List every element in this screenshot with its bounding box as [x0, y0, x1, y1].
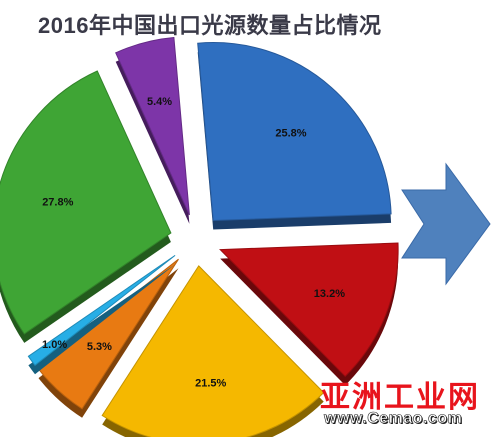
right-arrow-icon [401, 162, 491, 286]
pie-slice-side-1-0 [28, 264, 176, 375]
pie-label-27-8: 27.8% [42, 197, 73, 209]
watermark-url: www.Cemao.com [324, 410, 463, 428]
chart-title: 2016年中国出口光源数量占比情况 [38, 13, 382, 38]
pie-slice-27-8 [0, 70, 172, 335]
pie-label-13-2: 13.2% [314, 288, 345, 300]
pie-slice-1-0 [27, 254, 176, 367]
pie-label-25-8: 25.8% [275, 127, 306, 139]
watermark: 亚洲工业网 www.Cemao.com [320, 372, 496, 432]
pie-label-5-3: 5.3% [87, 341, 112, 353]
pie-slice-13-2 [219, 242, 399, 378]
pie-label-21-5: 21.5% [195, 378, 226, 390]
pie-labels: 25.8% 13.2% 21.5% 5.3% 1.0% 27.8% 5.4% [42, 96, 345, 390]
pie-label-5-4: 5.4% [147, 96, 172, 108]
pie-slice-25-8 [197, 42, 392, 222]
pie-slice-5-4 [115, 36, 190, 216]
pie-slice-21-5 [101, 265, 325, 437]
pie-slices [0, 36, 399, 437]
watermark-logo-text: 亚洲工业网 [320, 380, 480, 415]
pie-label-1-0: 1.0% [42, 339, 67, 351]
